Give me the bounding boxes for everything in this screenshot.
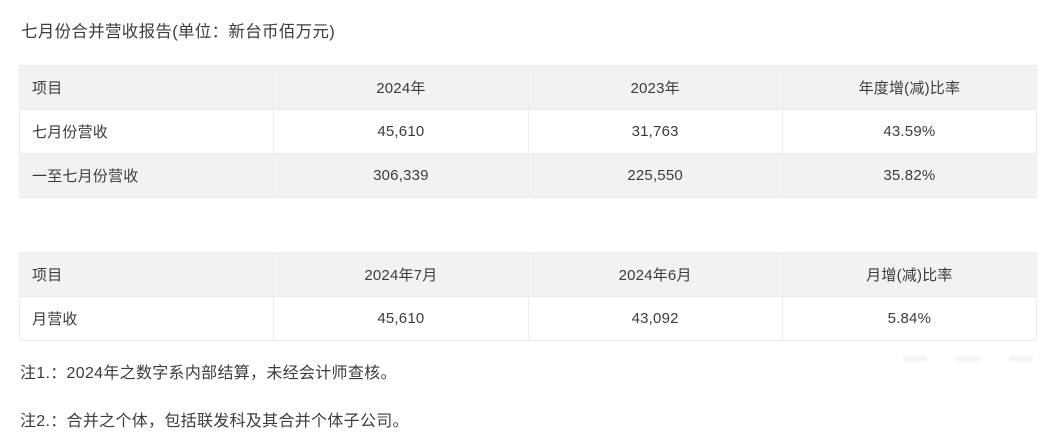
monthly-revenue-table: 项目 2024年7月 2024年6月 月增(减)比率 月营收 45,610 43… (18, 252, 1038, 341)
column-header-item: 项目 (18, 65, 275, 110)
monthly-table-header: 项目 2024年7月 2024年6月 月增(减)比率 (18, 252, 1038, 297)
cell-value: 45,610 (273, 296, 529, 341)
yearly-table-body: 七月份营收 45,610 31,763 43.59% 一至七月份营收 306,3… (18, 109, 1038, 198)
cell-percent: 5.84% (781, 296, 1038, 341)
table-row: 月营收 45,610 43,092 5.84% (18, 296, 1038, 341)
footnote-2: 注2.：合并之个体，包括联发科及其合并个体子公司。 (20, 413, 409, 430)
monthly-table-body: 月营收 45,610 43,092 5.84% (18, 296, 1038, 341)
column-header-2024: 2024年 (273, 65, 529, 110)
cell-item-name: 七月份营收 (18, 109, 275, 154)
table-row: 一至七月份营收 306,339 225,550 35.82% (18, 153, 1038, 198)
cell-value: 43,092 (527, 296, 783, 341)
column-header-item: 项目 (18, 252, 275, 297)
cell-value: 45,610 (273, 109, 529, 154)
column-header-2023: 2023年 (527, 65, 783, 110)
header-row: 项目 2024年 2023年 年度增(减)比率 (18, 65, 1038, 110)
cell-item-name: 月营收 (18, 296, 275, 341)
column-header-2024-july: 2024年7月 (273, 252, 529, 297)
faint-watermark (903, 357, 1033, 361)
cell-percent: 43.59% (781, 109, 1038, 154)
header-row: 项目 2024年7月 2024年6月 月增(减)比率 (18, 252, 1038, 297)
yearly-revenue-table: 项目 2024年 2023年 年度增(减)比率 七月份营收 45,610 31,… (18, 65, 1038, 198)
column-header-yoy-change: 年度增(减)比率 (781, 65, 1038, 110)
cell-value: 225,550 (527, 153, 783, 198)
column-header-mom-change: 月增(减)比率 (781, 252, 1038, 297)
cell-percent: 35.82% (781, 153, 1038, 198)
footnote-1: 注1.：2024年之数字系内部结算，未经会计师查核。 (20, 365, 397, 382)
column-header-2024-june: 2024年6月 (527, 252, 783, 297)
page-title: 七月份合并营收报告(单位：新台币佰万元) (21, 23, 335, 41)
cell-item-name: 一至七月份营收 (18, 153, 275, 198)
table-row: 七月份营收 45,610 31,763 43.59% (18, 109, 1038, 154)
cell-value: 31,763 (527, 109, 783, 154)
yearly-table-header: 项目 2024年 2023年 年度增(减)比率 (18, 65, 1038, 110)
cell-value: 306,339 (273, 153, 529, 198)
